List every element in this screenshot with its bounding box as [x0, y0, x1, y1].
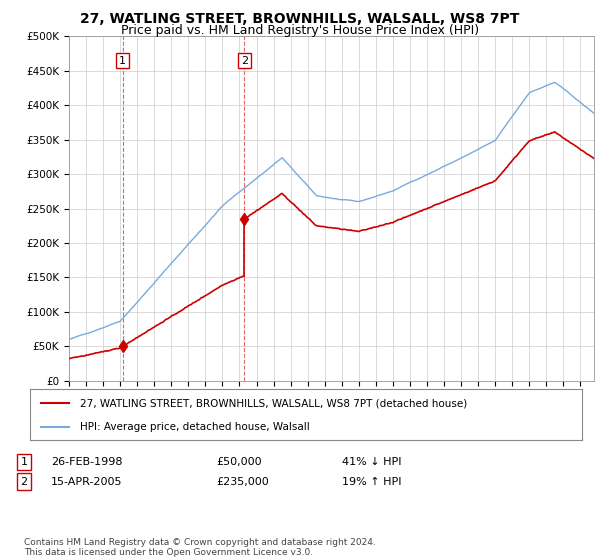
Text: 1: 1: [20, 457, 28, 467]
Text: £235,000: £235,000: [216, 477, 269, 487]
Text: Contains HM Land Registry data © Crown copyright and database right 2024.
This d: Contains HM Land Registry data © Crown c…: [24, 538, 376, 557]
Text: HPI: Average price, detached house, Walsall: HPI: Average price, detached house, Wals…: [80, 422, 310, 432]
Text: 19% ↑ HPI: 19% ↑ HPI: [342, 477, 401, 487]
Text: 27, WATLING STREET, BROWNHILLS, WALSALL, WS8 7PT: 27, WATLING STREET, BROWNHILLS, WALSALL,…: [80, 12, 520, 26]
Text: 2: 2: [20, 477, 28, 487]
Text: 26-FEB-1998: 26-FEB-1998: [51, 457, 122, 467]
Text: 15-APR-2005: 15-APR-2005: [51, 477, 122, 487]
Text: 2: 2: [241, 55, 248, 66]
Text: 27, WATLING STREET, BROWNHILLS, WALSALL, WS8 7PT (detached house): 27, WATLING STREET, BROWNHILLS, WALSALL,…: [80, 398, 467, 408]
Text: 1: 1: [119, 55, 126, 66]
Text: 41% ↓ HPI: 41% ↓ HPI: [342, 457, 401, 467]
Text: Price paid vs. HM Land Registry's House Price Index (HPI): Price paid vs. HM Land Registry's House …: [121, 24, 479, 36]
Text: £50,000: £50,000: [216, 457, 262, 467]
